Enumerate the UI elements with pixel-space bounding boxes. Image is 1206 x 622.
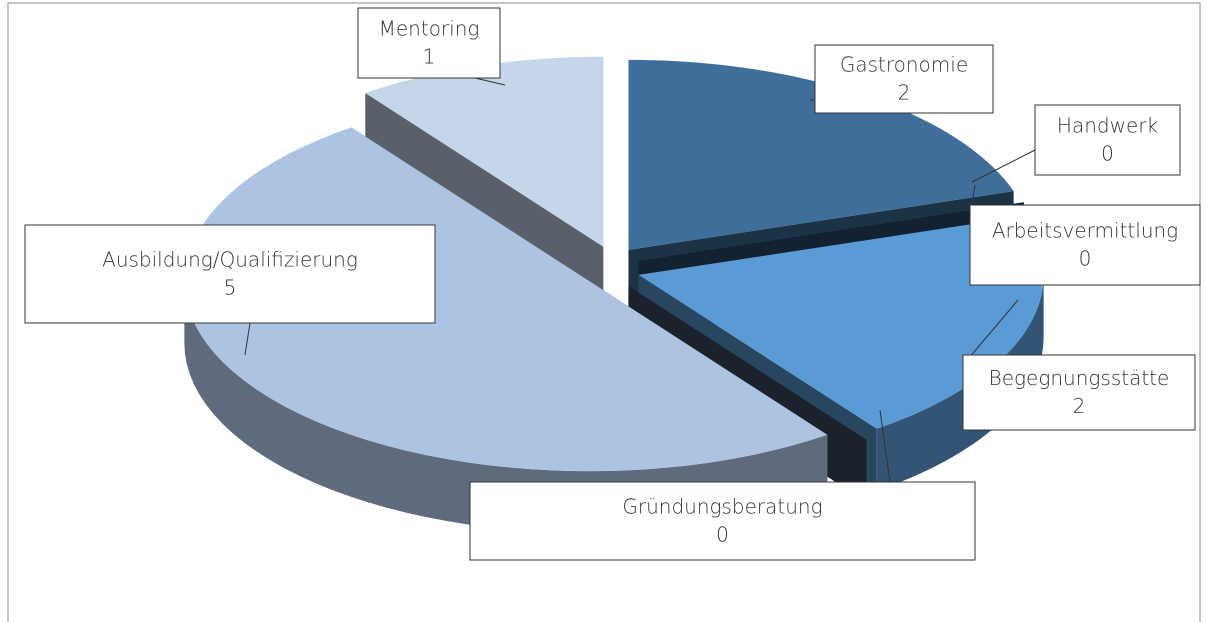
- category-label: Gastronomie: [840, 53, 968, 77]
- callout-box: [814, 44, 994, 114]
- callout-box: [469, 481, 976, 561]
- callout-box: [962, 354, 1196, 431]
- value-label: 2: [1073, 394, 1086, 418]
- callout-box: [1034, 104, 1181, 176]
- category-label: Handwerk: [1057, 114, 1158, 138]
- callout-box: [24, 224, 436, 324]
- slice: [184, 127, 828, 472]
- value-label: 0: [716, 523, 729, 547]
- value-label: 0: [1101, 142, 1114, 166]
- callout-box: [969, 204, 1201, 286]
- slice-wall: [184, 281, 828, 534]
- leader-line: [474, 77, 506, 86]
- value-label: 1: [423, 45, 436, 69]
- slice: [365, 56, 604, 247]
- slice: [628, 59, 1014, 250]
- leader-line: [879, 409, 891, 483]
- category-label: Ausbildung/Qualifizierung: [102, 248, 358, 272]
- callout-box: [357, 7, 501, 79]
- pie-tops: [184, 56, 1044, 472]
- category-label: Mentoring: [379, 17, 480, 41]
- leader-line: [244, 322, 251, 356]
- value-label: 2: [898, 81, 911, 105]
- value-label: 0: [1079, 247, 1092, 271]
- leader-line: [962, 299, 1019, 366]
- chart-frame: [7, 2, 1201, 622]
- slice: [638, 202, 1024, 262]
- category-label: Arbeitsvermittlung: [992, 219, 1178, 243]
- slice: [638, 216, 1044, 429]
- slice-wall: [876, 274, 1044, 491]
- leader-line: [971, 149, 1036, 183]
- value-label: 5: [224, 276, 237, 300]
- callouts: Gastronomie 2 Handwerk 0 Arbeitsvermittlung 0…: [24, 7, 1201, 561]
- category-label: Begegnungsstätte: [989, 366, 1170, 390]
- category-label: Gründungsberatung: [622, 495, 822, 519]
